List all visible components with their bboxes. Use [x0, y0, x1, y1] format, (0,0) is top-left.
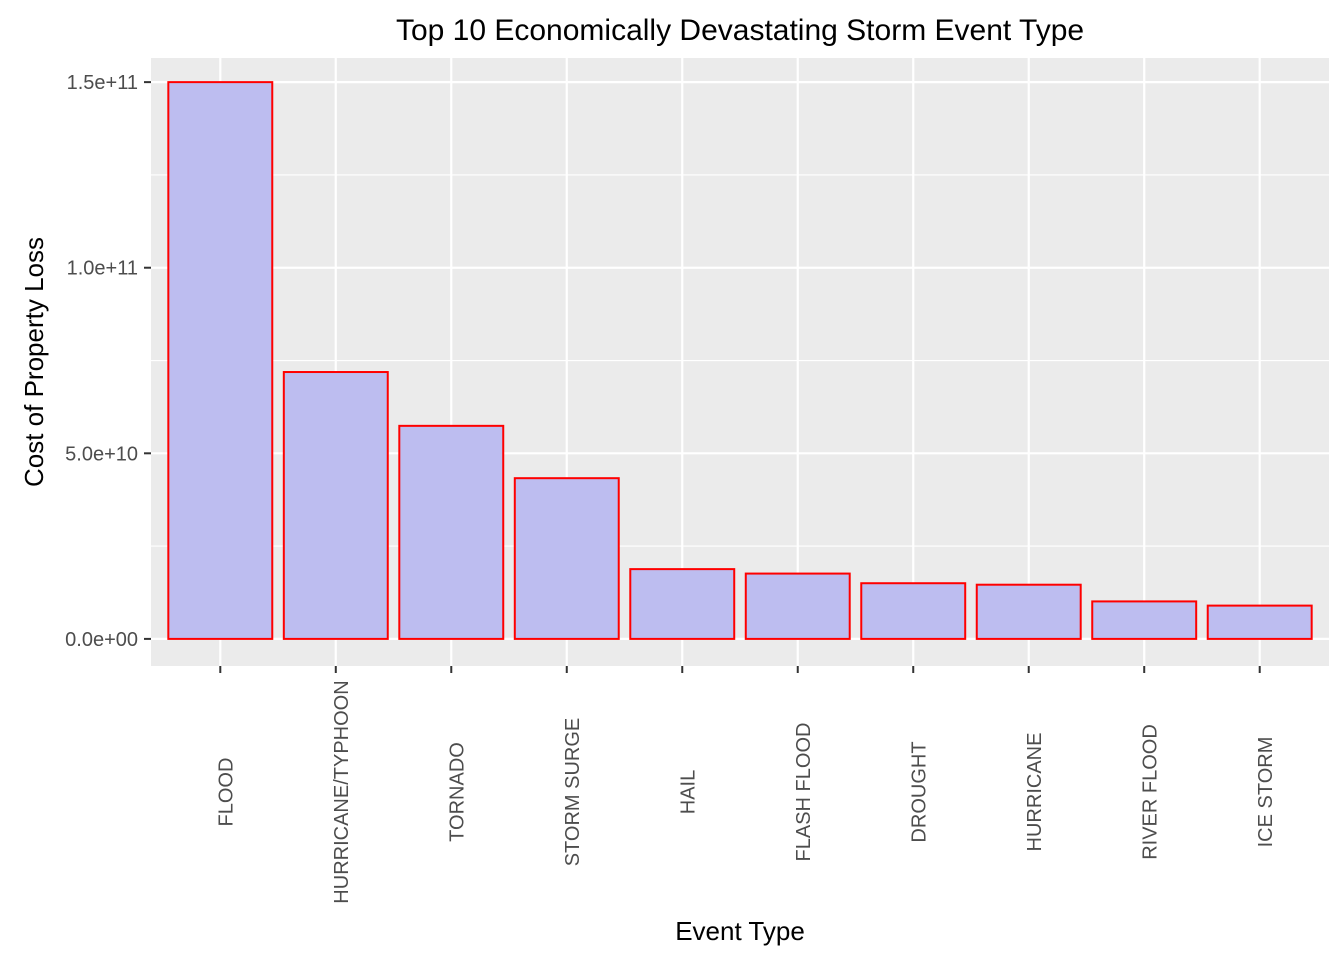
- bar-hurricane-typhoon: [282, 371, 389, 640]
- y-tick-label: 5.0e+10: [65, 443, 138, 465]
- bars: [167, 81, 1313, 640]
- x-tick-label: HURRICANE/TYPHOON: [331, 680, 353, 903]
- y-tick-label: 0.0e+00: [65, 629, 138, 651]
- bar-storm-surge: [513, 477, 620, 640]
- y-tick-label: 1.0e+11: [67, 258, 138, 280]
- x-tick-label: RIVER FLOOD: [1139, 724, 1161, 860]
- chart-title: Top 10 Economically Devastating Storm Ev…: [396, 14, 1084, 47]
- bar-river-flood: [1091, 600, 1198, 640]
- y-axis-title: Cost of Property Loss: [19, 237, 49, 487]
- x-tick-label: HAIL: [678, 770, 700, 814]
- bar-flash-flood: [744, 572, 851, 640]
- y-axis: 0.0e+00 5.0e+10 1.0e+11 1.5e+11: [65, 72, 151, 651]
- x-tick-label: FLOOD: [216, 758, 238, 827]
- x-tick-label: DROUGHT: [909, 741, 931, 842]
- x-tick-label: FLASH FLOOD: [793, 723, 815, 862]
- bar-hail: [629, 568, 736, 640]
- x-axis: FLOOD HURRICANE/TYPHOON TORNADO STORM SURGE…: [216, 666, 1277, 904]
- y-tick-label: 1.5e+11: [67, 72, 138, 94]
- x-tick-label: STORM SURGE: [562, 718, 584, 867]
- bar-drought: [860, 582, 967, 640]
- bar-hurricane: [975, 583, 1082, 640]
- x-tick-label: HURRICANE: [1024, 733, 1046, 852]
- x-axis-title: Event Type: [675, 916, 805, 946]
- bar-tornado: [398, 424, 505, 640]
- bar-flood: [167, 81, 274, 640]
- x-tick-label: ICE STORM: [1255, 737, 1277, 848]
- bar-ice-storm: [1206, 604, 1313, 640]
- x-tick-label: TORNADO: [447, 742, 469, 842]
